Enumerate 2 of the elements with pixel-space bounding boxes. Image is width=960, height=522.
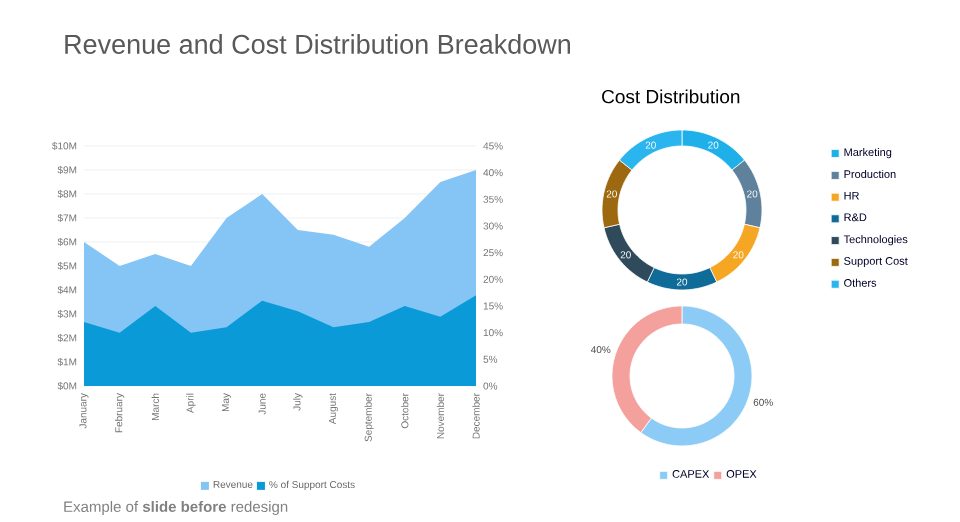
chart-title: Revenue and Cost Distribution Breakdown [65, 34, 570, 55]
chart-title: Cost Distribution [602, 89, 740, 104]
